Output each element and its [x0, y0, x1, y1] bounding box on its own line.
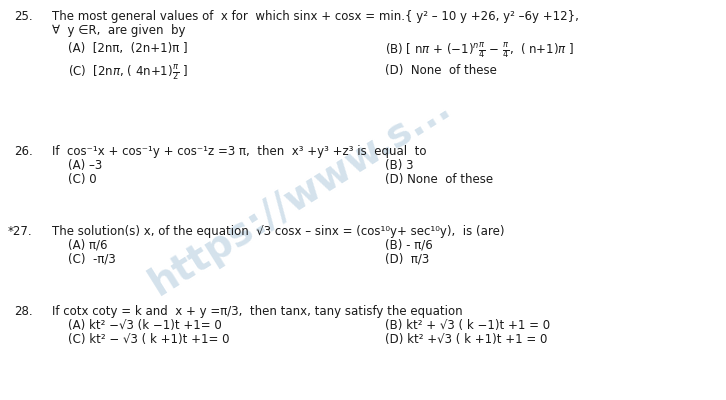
Text: The solution(s) x, of the equation  √3 cosx – sinx = (cos¹⁰y+ sec¹⁰y),  is (are): The solution(s) x, of the equation √3 co… [52, 225, 505, 238]
Text: (A) kt² −√3 (k −1)t +1= 0: (A) kt² −√3 (k −1)t +1= 0 [68, 319, 221, 332]
Text: If cotx coty = k and  x + y =π/3,  then tanx, tany satisfy the equation: If cotx coty = k and x + y =π/3, then ta… [52, 305, 462, 318]
Text: (B) [ n$\pi$ + ($-$1)$^n$$\frac{\pi}{4}$ $-$ $\frac{\pi}{4}$,  ( n+1)$\pi$ ]: (B) [ n$\pi$ + ($-$1)$^n$$\frac{\pi}{4}$… [385, 42, 574, 61]
Text: (D)  None  of these: (D) None of these [385, 64, 497, 77]
Text: 28.: 28. [14, 305, 33, 318]
Text: (B) 3: (B) 3 [385, 159, 414, 172]
Text: (C)  -π/3: (C) -π/3 [68, 253, 115, 266]
Text: (C)  [2n$\pi$, ( 4n+1)$\frac{\pi}{2}$ ]: (C) [2n$\pi$, ( 4n+1)$\frac{\pi}{2}$ ] [68, 64, 188, 83]
Text: *27.: *27. [8, 225, 33, 238]
Text: (D) None  of these: (D) None of these [385, 173, 493, 186]
Text: (A) –3: (A) –3 [68, 159, 102, 172]
Text: (C) 0: (C) 0 [68, 173, 97, 186]
Text: 25.: 25. [14, 10, 33, 23]
Text: The most general values of  x for  which sinx + cosx = min.{ y² – 10 y +26, y² –: The most general values of x for which s… [52, 10, 579, 23]
Text: If  cos⁻¹x + cos⁻¹y + cos⁻¹z =3 π,  then  x³ +y³ +z³ is  equal  to: If cos⁻¹x + cos⁻¹y + cos⁻¹z =3 π, then x… [52, 145, 426, 158]
Text: (C) kt² − √3 ( k +1)t +1= 0: (C) kt² − √3 ( k +1)t +1= 0 [68, 333, 229, 346]
Text: (B) kt² + √3 ( k −1)t +1 = 0: (B) kt² + √3 ( k −1)t +1 = 0 [385, 319, 550, 332]
Text: ∀  y ∈R,  are given  by: ∀ y ∈R, are given by [52, 24, 186, 37]
Text: (B) - π/6: (B) - π/6 [385, 239, 433, 252]
Text: (A)  [2nπ,  (2n+1)π ]: (A) [2nπ, (2n+1)π ] [68, 42, 187, 55]
Text: https://www.s...: https://www.s... [142, 87, 457, 303]
Text: (D) kt² +√3 ( k +1)t +1 = 0: (D) kt² +√3 ( k +1)t +1 = 0 [385, 333, 547, 346]
Text: 26.: 26. [14, 145, 33, 158]
Text: (A) π/6: (A) π/6 [68, 239, 107, 252]
Text: (D)  π/3: (D) π/3 [385, 253, 429, 266]
